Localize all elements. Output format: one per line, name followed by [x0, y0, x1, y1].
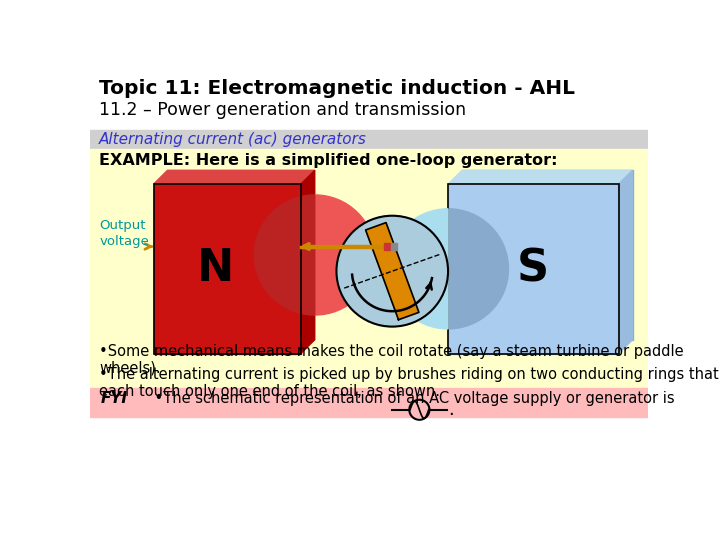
Text: Output
voltage: Output voltage: [99, 219, 149, 248]
Polygon shape: [301, 170, 315, 354]
Text: •Some mechanical means makes the coil rotate (say a steam turbine or paddle whee: •Some mechanical means makes the coil ro…: [99, 343, 684, 376]
Wedge shape: [387, 209, 448, 329]
Text: EXAMPLE: Here is a simplified one-loop generator:: EXAMPLE: Here is a simplified one-loop g…: [99, 153, 558, 168]
Wedge shape: [315, 195, 375, 315]
Text: .: .: [448, 401, 454, 418]
Wedge shape: [448, 209, 508, 329]
Text: N: N: [197, 247, 234, 291]
Bar: [153, 184, 301, 354]
Text: FYI: FYI: [101, 392, 128, 406]
Polygon shape: [448, 170, 632, 184]
Bar: [448, 184, 618, 354]
Polygon shape: [153, 170, 315, 184]
Text: Topic 11: Electromagnetic induction - AHL: Topic 11: Electromagnetic induction - AH…: [99, 79, 575, 98]
Bar: [448, 184, 618, 354]
Text: Alternating current (ac) generators: Alternating current (ac) generators: [99, 132, 367, 147]
Bar: [90, 130, 648, 150]
Bar: [90, 150, 648, 415]
Text: •The schematic representation of an AC voltage supply or generator is: •The schematic representation of an AC v…: [137, 392, 675, 406]
Text: S: S: [517, 247, 549, 291]
Polygon shape: [618, 170, 632, 354]
Wedge shape: [254, 195, 315, 315]
Bar: [391, 242, 397, 249]
Bar: [462, 170, 632, 340]
Polygon shape: [366, 222, 419, 320]
Bar: [153, 184, 301, 354]
Bar: [384, 242, 390, 249]
Bar: [90, 388, 648, 417]
Text: 11.2 – Power generation and transmission: 11.2 – Power generation and transmission: [99, 101, 467, 119]
Circle shape: [336, 215, 448, 327]
Text: •The alternating current is picked up by brushes riding on two conducting rings : •The alternating current is picked up by…: [99, 367, 719, 399]
